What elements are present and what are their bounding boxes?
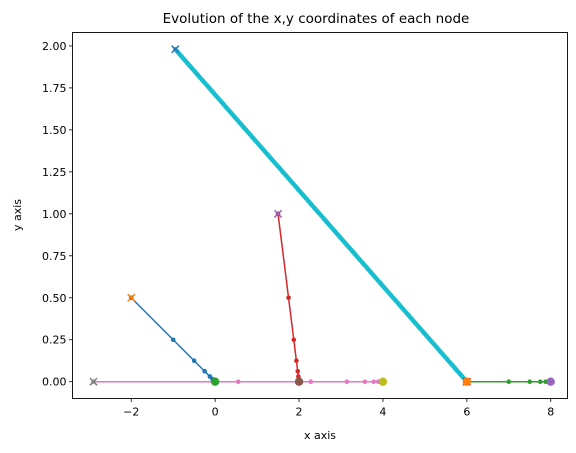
series-1-point	[291, 337, 297, 343]
series-1-point	[286, 295, 291, 301]
series-2-start-marker-stroke-b	[89, 377, 98, 386]
x-axis-label: x axis	[304, 429, 336, 442]
chart-title: Evolution of the x,y coordinates of each…	[163, 11, 470, 27]
series-1-start-marker-stroke-b	[273, 209, 283, 218]
y-tick-label: 1.75	[42, 82, 67, 95]
y-tick-label: 0.75	[42, 250, 67, 263]
x-tick-label: 8	[547, 406, 554, 419]
series-0-start-marker	[127, 293, 136, 302]
y-tick-label: 2.00	[42, 40, 67, 53]
series-2-point	[235, 379, 241, 385]
series-2-point	[362, 379, 368, 385]
y-tick-label: 0.25	[42, 334, 67, 347]
series-1-start-marker	[273, 209, 283, 218]
series-1-point	[294, 358, 299, 364]
series-4-start-marker-stroke-b	[171, 45, 180, 54]
series-1-point	[295, 368, 301, 374]
series-3-point	[527, 379, 533, 385]
y-axis-label: y axis	[11, 199, 24, 231]
y-tick-label: 1.00	[42, 208, 67, 221]
series-3-point	[506, 379, 512, 385]
y-tick-label: 1.50	[42, 124, 67, 137]
series-2-point	[308, 379, 314, 385]
series-0-start-marker-stroke-b	[127, 293, 136, 302]
series-4-end-marker	[462, 377, 472, 386]
series-0-point	[170, 337, 176, 343]
series-2-point	[344, 379, 350, 385]
x-tick-label: 4	[379, 406, 386, 419]
x-tick-label: −2	[123, 406, 139, 419]
series-2-end-marker	[378, 377, 388, 386]
x-tick-label: 0	[212, 406, 219, 419]
x-axis: −2 0 2 4 6 8	[123, 398, 554, 419]
x-tick-label: 2	[296, 406, 303, 419]
y-tick-label: 0.50	[42, 292, 67, 305]
x-tick-label: 6	[463, 406, 470, 419]
y-tick-label: 1.25	[42, 166, 67, 179]
series-3-point	[537, 379, 543, 385]
series-4-start-marker	[171, 45, 180, 54]
series-0-point	[191, 358, 197, 364]
series-3-end-marker	[546, 377, 555, 386]
series-0-end-marker	[210, 377, 220, 386]
plot-area	[89, 45, 555, 386]
series-0-point	[202, 368, 207, 374]
series-1-end-marker	[294, 377, 304, 386]
y-axis: 0.00 0.25 0.50 0.75 1.00 1.25 1.50 1.75 2.00	[42, 40, 73, 389]
series-2-start-marker	[89, 377, 98, 386]
plot-frame	[72, 32, 568, 399]
y-tick-label: 0.00	[42, 376, 67, 389]
series-2-point	[371, 379, 376, 385]
